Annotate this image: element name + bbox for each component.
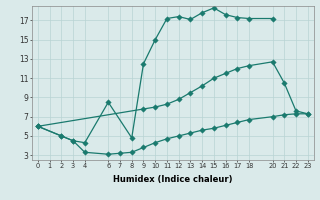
X-axis label: Humidex (Indice chaleur): Humidex (Indice chaleur) [113, 175, 233, 184]
